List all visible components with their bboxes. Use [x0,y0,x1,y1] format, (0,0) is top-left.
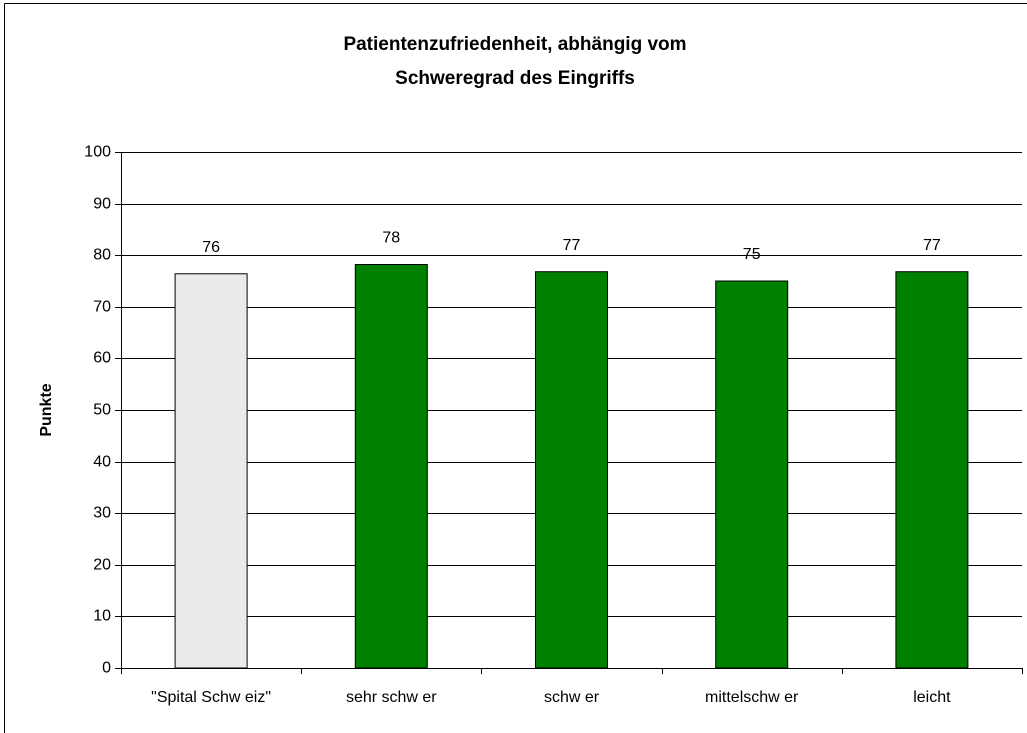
value-label: 76 [202,239,220,256]
x-tick-label: sehr schw er [346,689,437,706]
chart-title: Schweregrad des Eingriffs [395,68,635,89]
y-tick-label: 70 [93,299,111,316]
y-tick-label: 60 [93,350,111,367]
x-tick-label: mittelschw er [705,689,799,706]
y-tick-label: 80 [93,247,111,264]
bar [354,263,428,669]
y-tick-label: 0 [102,660,111,677]
y-axis-label: Punkte [38,383,55,436]
bar [174,273,248,669]
bar [715,280,789,669]
y-tick-label: 90 [93,196,111,213]
y-tick-label: 50 [93,402,111,419]
x-tick-label: schw er [544,689,600,706]
y-tick-label: 10 [93,608,111,625]
x-tick-label: "Spital Schw eiz" [151,689,271,706]
value-label: 77 [563,237,581,254]
value-label: 77 [923,237,941,254]
value-label: 75 [743,246,761,263]
chart-title: Patientenzufriedenheit, abhängig vom [343,34,686,55]
x-tick-label: leicht [913,689,951,706]
y-tick-label: 20 [93,557,111,574]
bar [535,271,608,669]
y-tick-label: 30 [93,505,111,522]
bar [895,271,969,669]
y-tick-label: 40 [93,454,111,471]
y-tick-label: 100 [84,144,111,161]
value-label: 78 [382,230,400,247]
